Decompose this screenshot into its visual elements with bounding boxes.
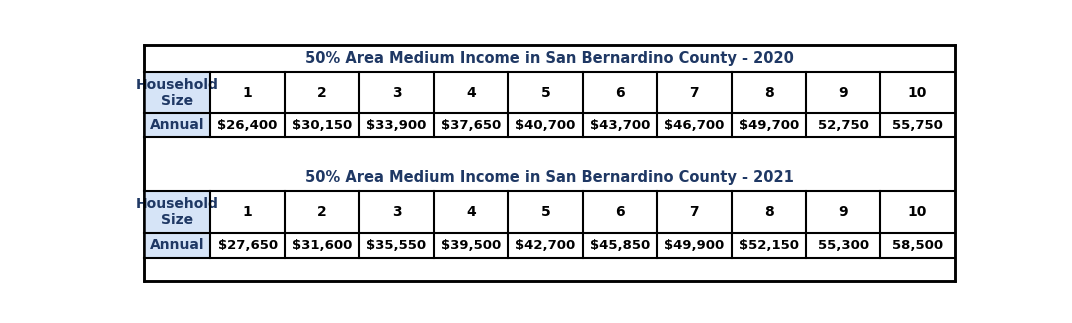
Text: 7: 7	[689, 205, 699, 219]
Text: $52,150: $52,150	[739, 239, 799, 252]
Text: 6: 6	[615, 86, 625, 100]
Text: 50% Area Medium Income in San Bernardino County - 2021: 50% Area Medium Income in San Bernardino…	[304, 170, 794, 185]
Text: $49,700: $49,700	[739, 119, 799, 132]
Text: 52,750: 52,750	[818, 119, 868, 132]
Text: 10: 10	[908, 205, 927, 219]
Text: 9: 9	[838, 86, 848, 100]
Text: 5: 5	[540, 86, 550, 100]
Text: Household
Size: Household Size	[136, 78, 219, 108]
Text: 9: 9	[838, 205, 848, 219]
Text: 2: 2	[317, 86, 327, 100]
Text: 55,750: 55,750	[892, 119, 943, 132]
Text: $27,650: $27,650	[218, 239, 278, 252]
Text: Annual: Annual	[150, 118, 205, 132]
Bar	[144, 233, 210, 258]
Text: 7: 7	[689, 86, 699, 100]
Text: 1: 1	[242, 205, 253, 219]
Text: 10: 10	[908, 86, 927, 100]
Text: 4: 4	[466, 205, 476, 219]
Text: Annual: Annual	[150, 238, 205, 252]
Text: 2: 2	[317, 205, 327, 219]
Text: 8: 8	[764, 205, 774, 219]
Text: 50% Area Medium Income in San Bernardino County - 2020: 50% Area Medium Income in San Bernardino…	[304, 51, 794, 66]
Text: 58,500: 58,500	[892, 239, 943, 252]
Text: 4: 4	[466, 86, 476, 100]
Text: 1: 1	[242, 86, 253, 100]
Text: $46,700: $46,700	[665, 119, 725, 132]
Text: $43,700: $43,700	[590, 119, 650, 132]
Text: $40,700: $40,700	[516, 119, 576, 132]
Bar	[144, 192, 210, 233]
Text: Household
Size: Household Size	[136, 197, 219, 227]
Bar	[144, 113, 210, 137]
Text: 3: 3	[391, 86, 401, 100]
Text: $30,150: $30,150	[292, 119, 353, 132]
Text: $49,900: $49,900	[665, 239, 725, 252]
Text: 8: 8	[764, 86, 774, 100]
Text: $37,650: $37,650	[441, 119, 501, 132]
Text: $31,600: $31,600	[292, 239, 353, 252]
Text: 5: 5	[540, 205, 550, 219]
Text: 3: 3	[391, 205, 401, 219]
Text: $33,900: $33,900	[367, 119, 427, 132]
Text: 55,300: 55,300	[818, 239, 868, 252]
Text: 6: 6	[615, 205, 625, 219]
Text: $42,700: $42,700	[516, 239, 576, 252]
Text: $45,850: $45,850	[590, 239, 650, 252]
Text: $39,500: $39,500	[441, 239, 501, 252]
Text: $35,550: $35,550	[367, 239, 427, 252]
Bar	[144, 72, 210, 113]
Text: $26,400: $26,400	[218, 119, 278, 132]
